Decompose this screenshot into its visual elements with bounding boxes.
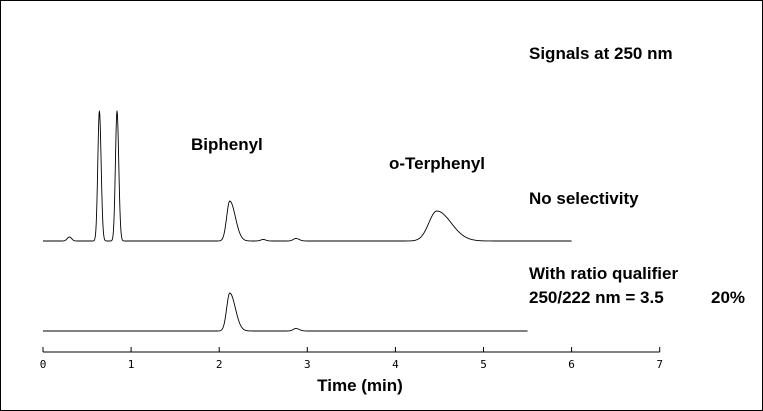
x-axis-title: Time (min): [317, 376, 403, 395]
trace-with-ratio-qualifier: [42, 292, 528, 332]
x-tick-label-7: 7: [656, 358, 663, 371]
traces-group: [42, 110, 572, 332]
lower-trace-tolerance: 20%: [711, 288, 745, 307]
lower-trace-label-line2: 250/222 nm = 3.5: [529, 288, 664, 307]
header-label: Signals at 250 nm: [529, 44, 673, 63]
x-tick-label-5: 5: [480, 358, 487, 371]
x-tick-label-0: 0: [40, 358, 47, 371]
x-axis-ticks: 0 1 2 3 4 5 6 7: [40, 347, 663, 371]
x-tick-label-3: 3: [304, 358, 311, 371]
x-axis: 0 1 2 3 4 5 6 7: [40, 347, 663, 371]
x-tick-label-1: 1: [128, 358, 135, 371]
upper-trace-label: No selectivity: [529, 189, 639, 208]
x-tick-label-6: 6: [568, 358, 575, 371]
x-tick-label-4: 4: [392, 358, 399, 371]
lower-trace-label-line1: With ratio qualifier: [529, 264, 678, 283]
peak-label-o-terphenyl: o-Terphenyl: [389, 154, 485, 173]
trace-no-selectivity: [42, 110, 572, 242]
x-tick-label-2: 2: [216, 358, 223, 371]
peak-label-biphenyl: Biphenyl: [191, 135, 263, 154]
